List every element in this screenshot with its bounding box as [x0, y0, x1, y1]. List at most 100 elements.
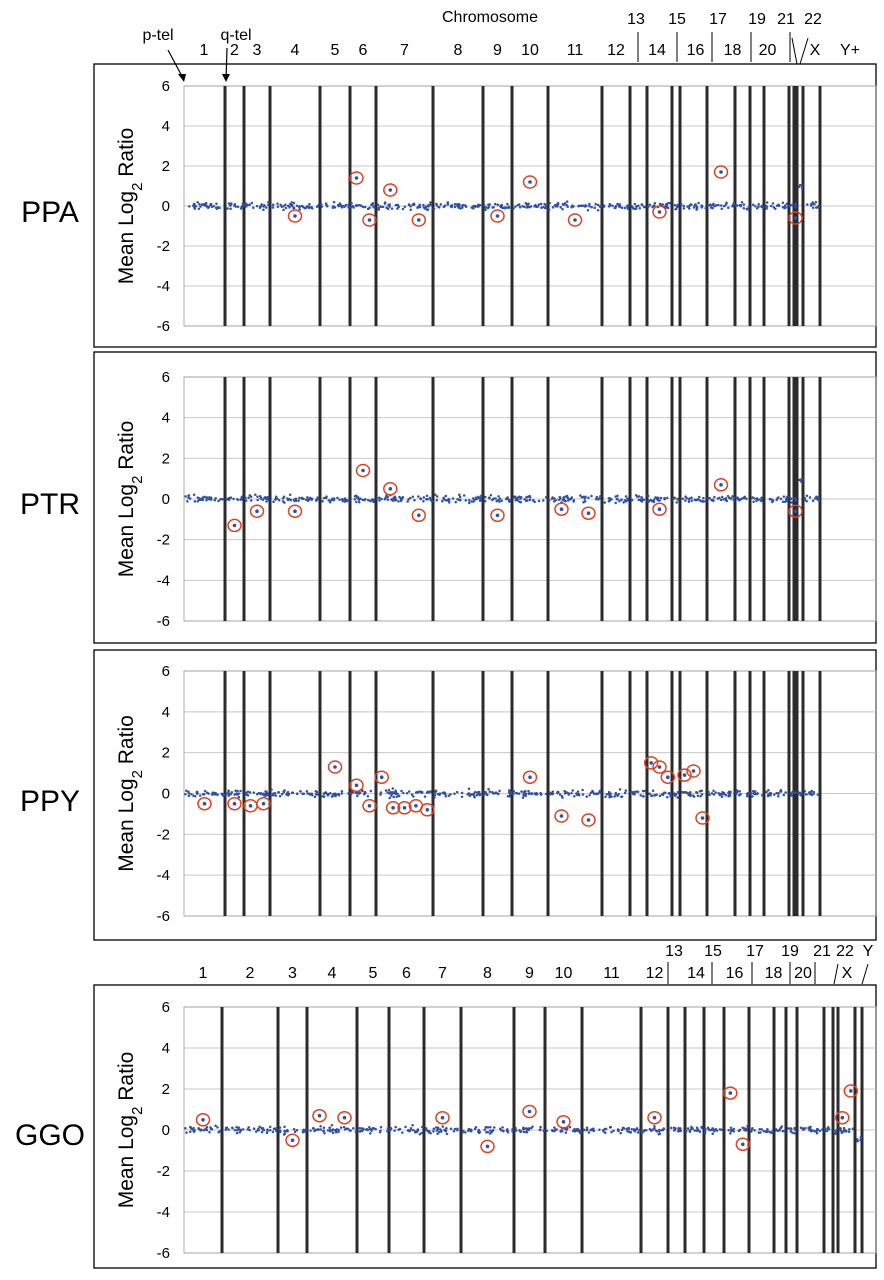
probe-point	[449, 793, 452, 796]
probe-point	[516, 496, 519, 499]
probe-point	[255, 792, 259, 796]
probe-point	[544, 495, 548, 499]
probe-point	[384, 496, 387, 499]
probe-point	[322, 1129, 325, 1133]
probe-point	[745, 1128, 748, 1132]
circled-region-marker	[581, 506, 596, 520]
probe-point	[292, 1128, 296, 1131]
probe-point	[732, 201, 736, 205]
probe-point	[282, 495, 286, 498]
probe-point	[492, 206, 495, 209]
probe-point	[246, 1128, 249, 1131]
probe-point	[578, 1131, 582, 1135]
probe-point	[347, 792, 350, 795]
circled-probe-point	[414, 804, 418, 808]
probe-point	[599, 791, 602, 795]
probe-point	[760, 1128, 763, 1131]
probe-point	[786, 495, 789, 498]
probe-point	[728, 496, 731, 500]
probe-point	[196, 790, 199, 794]
probe-point	[787, 1127, 790, 1130]
probe-point	[237, 792, 241, 795]
probe-point	[638, 1128, 641, 1132]
probe-point	[805, 500, 808, 503]
probe-point	[522, 1127, 526, 1131]
probe-point	[677, 498, 680, 502]
probe-point	[811, 206, 815, 209]
probe-point	[697, 201, 700, 205]
probe-point	[516, 203, 519, 207]
probe-point	[375, 496, 379, 500]
y-tick-label: -2	[157, 238, 170, 255]
probe-point	[551, 206, 555, 209]
probe-point	[775, 498, 778, 502]
probe-point	[797, 185, 801, 189]
probe-point	[294, 497, 298, 501]
probe-point	[642, 795, 645, 798]
probe-point	[573, 795, 576, 798]
probe-point	[521, 204, 524, 208]
probe-point	[268, 1128, 272, 1132]
probe-point	[352, 206, 355, 209]
probe-point	[491, 1128, 495, 1132]
probe-point	[469, 1128, 473, 1132]
probe-point	[338, 202, 342, 205]
probe-point	[266, 496, 269, 500]
probe-point	[283, 1129, 286, 1133]
probe-point	[353, 494, 357, 498]
circled-region-marker	[197, 796, 212, 811]
probe-point	[250, 201, 254, 205]
probe-point	[713, 495, 716, 499]
probe-point	[514, 1129, 518, 1132]
probe-point	[712, 793, 716, 796]
probe-dots	[188, 183, 820, 212]
probe-point	[566, 205, 569, 209]
circled-region-marker	[374, 770, 389, 784]
probe-point	[537, 203, 541, 206]
probe-point	[307, 206, 311, 209]
circled-probe-point	[527, 1109, 532, 1114]
probe-point	[731, 204, 734, 208]
probe-point	[275, 497, 279, 500]
header-slash-22	[799, 37, 809, 65]
probe-point	[278, 1129, 282, 1132]
probe-point	[447, 794, 451, 798]
probe-point	[781, 500, 785, 503]
plot-area	[183, 670, 877, 917]
probe-point	[433, 793, 437, 797]
probe-point	[568, 1125, 572, 1129]
probe-point	[397, 500, 400, 503]
probe-point	[283, 1125, 286, 1128]
probe-point	[197, 1127, 200, 1130]
probe-point	[618, 203, 622, 206]
probe-point	[256, 498, 259, 502]
probe-point	[413, 499, 416, 502]
probe-point	[245, 793, 249, 797]
circled-region-marker	[567, 213, 583, 227]
circled-region-marker	[554, 809, 569, 823]
circled-probe-point	[657, 210, 662, 214]
probe-point	[642, 498, 646, 502]
ggo-chromosome-label-1: 1	[199, 965, 208, 982]
probe-point	[425, 494, 429, 497]
chromosome-axis-title: Chromosome	[442, 9, 538, 26]
probe-point	[216, 1126, 219, 1129]
probe-point	[729, 1126, 733, 1129]
probe-point	[433, 796, 436, 799]
ggo-chromosome-label-22: 22	[836, 943, 854, 960]
probe-point	[428, 790, 432, 794]
probe-point	[460, 791, 464, 795]
probe-point	[407, 790, 411, 793]
probe-point	[346, 1127, 350, 1131]
probe-point	[369, 789, 373, 793]
probe-point	[666, 206, 670, 210]
probe-point	[619, 1131, 622, 1135]
probe-point	[824, 1128, 827, 1132]
probe-point	[790, 501, 793, 504]
probe-point	[669, 794, 672, 798]
probe-point	[676, 796, 679, 799]
probe-point	[337, 204, 341, 208]
probe-point	[563, 789, 566, 793]
probe-point	[308, 793, 312, 796]
probe-point	[626, 204, 629, 207]
